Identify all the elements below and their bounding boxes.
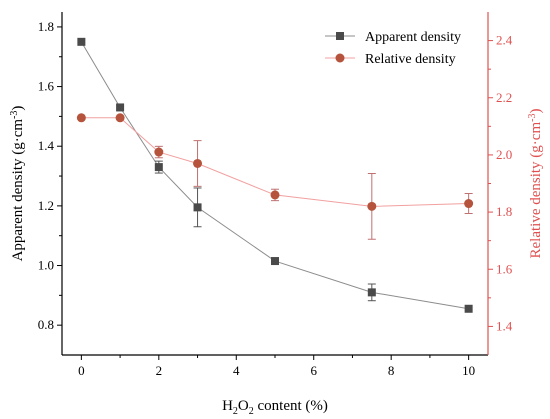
series-1-point — [115, 113, 125, 123]
series-0-line — [80, 41, 469, 310]
series-0-point — [77, 37, 86, 46]
series-1-point — [464, 199, 474, 209]
series-0-point — [271, 257, 279, 266]
series-1-point — [367, 201, 377, 211]
series-0-point — [193, 203, 202, 212]
y-right-tick-label: 2.0 — [496, 147, 512, 162]
y-right-tick-label: 2.2 — [496, 90, 512, 105]
series-1-point — [154, 147, 164, 157]
legend-label: Relative density — [365, 52, 456, 67]
series-1-point — [193, 158, 203, 168]
y-right-tick-label: 2.4 — [496, 33, 513, 48]
x-tick-label: 4 — [233, 363, 240, 378]
x-tick-label: 0 — [78, 363, 85, 378]
y-left-tick-label: 0.8 — [38, 317, 54, 332]
x-tick-label: 2 — [156, 363, 163, 378]
legend-label: Apparent density — [365, 30, 461, 45]
x-tick-label: 6 — [310, 363, 317, 378]
y-left-tick-label: 1.6 — [38, 79, 55, 94]
y-left-tick-label: 1.0 — [38, 258, 54, 273]
series-1-point — [76, 113, 86, 123]
y-right-axis-title: Relative density (g·cm-3) — [527, 109, 544, 259]
legend-marker — [335, 53, 345, 63]
x-axis-title: H2O2 content (%) — [222, 398, 328, 417]
y-left-tick-label: 1.2 — [38, 198, 54, 213]
y-left-tick-label: 1.8 — [38, 19, 54, 34]
series-0-point — [116, 103, 125, 112]
series-0-point — [367, 288, 376, 297]
series-0-point — [154, 163, 163, 172]
y-right-tick-label: 1.4 — [496, 318, 513, 333]
y-left-axis-title: Apparent density (g·cm-3) — [9, 106, 26, 262]
y-left-tick-label: 1.4 — [38, 138, 55, 153]
series-0-point — [464, 304, 473, 313]
y-right-tick-label: 1.6 — [496, 261, 513, 276]
x-tick-label: 8 — [388, 363, 395, 378]
legend-marker — [336, 32, 344, 40]
series-1-point — [270, 190, 280, 200]
y-right-tick-label: 1.8 — [496, 204, 512, 219]
x-tick-label: 10 — [462, 363, 475, 378]
